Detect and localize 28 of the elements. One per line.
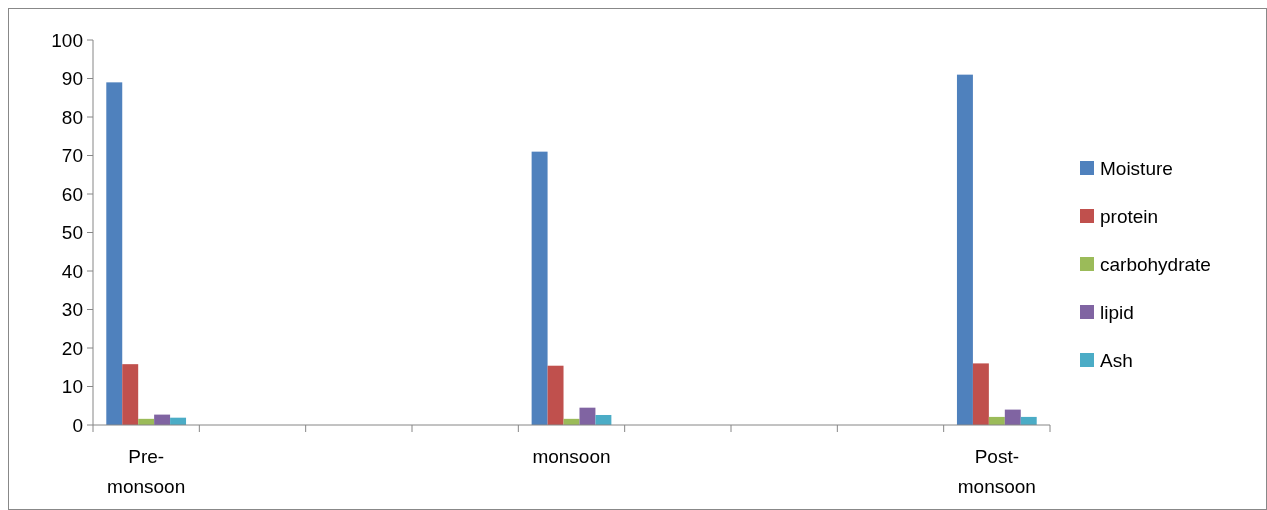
bar xyxy=(579,407,596,425)
y-tick-label: 0 xyxy=(72,414,83,436)
y-tick-label: 50 xyxy=(61,222,83,244)
bar xyxy=(1004,409,1021,425)
bar xyxy=(122,364,139,425)
x-tick-label: monsoon xyxy=(532,446,611,467)
y-tick-label: 90 xyxy=(61,68,83,90)
y-tick-label: 40 xyxy=(61,260,83,282)
y-tick-label: 80 xyxy=(61,106,83,128)
y-tick-label: 60 xyxy=(61,183,83,205)
bar xyxy=(956,74,973,425)
bar xyxy=(531,151,548,425)
y-tick-label: 10 xyxy=(61,376,83,398)
y-tick-label: 100 xyxy=(51,29,83,51)
y-tick-label: 30 xyxy=(61,299,83,321)
bar xyxy=(547,365,564,425)
bar xyxy=(595,414,612,425)
legend-label: lipid xyxy=(1100,301,1134,323)
x-tick-label: Pre-monsoon xyxy=(107,446,186,497)
y-tick-label: 20 xyxy=(61,337,83,359)
bar xyxy=(106,82,123,425)
legend-label: carbohydrate xyxy=(1100,253,1211,275)
x-tick-label: Post-monsoon xyxy=(957,446,1036,497)
bar xyxy=(972,363,989,425)
legend-label: Moisture xyxy=(1100,157,1173,179)
y-tick-label: 70 xyxy=(61,145,83,167)
legend-label: protein xyxy=(1100,205,1159,227)
legend-label: Ash xyxy=(1100,349,1133,371)
